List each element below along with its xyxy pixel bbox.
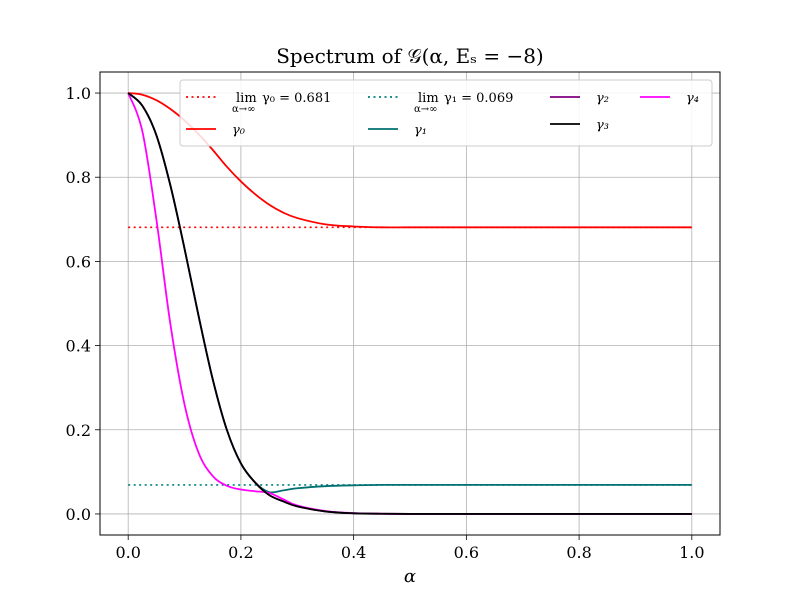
legend-box	[179, 79, 713, 147]
grid	[100, 72, 720, 535]
legend-item: γ₂	[550, 91, 609, 106]
x-tick-label: 0.8	[566, 543, 591, 562]
plot-frame	[99, 71, 721, 536]
legend-label-lim: lim	[418, 91, 439, 106]
y-tick-label: 0.0	[66, 505, 91, 524]
series-layer	[127, 92, 692, 515]
legend-item: γ₄	[640, 91, 699, 106]
legend-label: γ₄	[686, 91, 699, 106]
legend-item: γ₃	[550, 118, 609, 133]
chart-title: Spectrum of 𝒢(α, Eₛ = −8)	[276, 44, 544, 68]
legend-label-subscript: α→∞	[232, 104, 255, 115]
y-tick-label: 0.2	[66, 421, 91, 440]
legend-label-subscript: α→∞	[414, 104, 437, 115]
legend-label: γ₀	[232, 123, 246, 138]
x-tick-label: 0.6	[454, 543, 479, 562]
legend-label: γ₂	[596, 91, 609, 106]
legend-item: γ₁	[368, 123, 427, 138]
x-tick-label: 0.0	[115, 543, 140, 562]
y-tick-label: 1.0	[66, 84, 91, 103]
legend-label: γ₃	[596, 118, 609, 133]
series-line	[128, 92, 692, 229]
y-tick-label: 0.8	[66, 168, 91, 187]
ticks: 0.0 0.2 0.4 0.6 0.8 1.0 0.0 0.2 0.4 0.6 0.8 1.0	[66, 84, 705, 562]
legend-label: γ₁	[414, 123, 427, 138]
legend-item: γ₀	[186, 123, 246, 138]
legend-label: γ₁ = 0.069	[444, 91, 513, 106]
y-tick-label: 0.4	[66, 337, 91, 356]
y-tick-label: 0.6	[66, 252, 91, 271]
legend-label: γ₀ = 0.681	[262, 91, 331, 106]
x-axis-label: α	[404, 566, 416, 587]
x-tick-label: 0.2	[228, 543, 253, 562]
x-tick-label: 0.4	[341, 543, 366, 562]
x-tick-label: 1.0	[679, 543, 704, 562]
legend-label-lim: lim	[236, 91, 257, 106]
series-line	[127, 92, 692, 515]
